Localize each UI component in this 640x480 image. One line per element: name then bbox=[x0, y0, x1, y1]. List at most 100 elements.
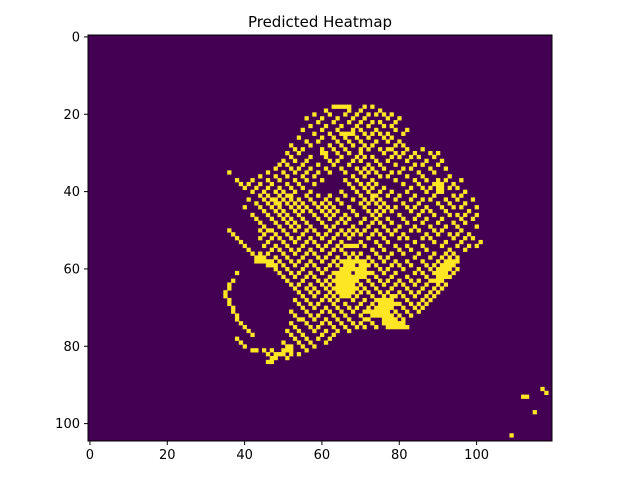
heatmap-cell bbox=[285, 201, 290, 206]
x-axis: 0 20 40 60 80 100 bbox=[86, 441, 489, 463]
heatmap-cell bbox=[296, 352, 302, 357]
heatmap-cell bbox=[300, 162, 305, 167]
heatmap-cell bbox=[289, 154, 294, 160]
heatmap-cell bbox=[370, 294, 375, 299]
heatmap-cell bbox=[227, 297, 232, 303]
heatmap-cell bbox=[277, 201, 282, 206]
heatmap-cell bbox=[405, 220, 410, 225]
heatmap-cell bbox=[339, 166, 344, 171]
heatmap-cell bbox=[327, 282, 332, 287]
heatmap-cell bbox=[289, 197, 294, 202]
heatmap-cell bbox=[339, 123, 344, 129]
x-tick-label: 100 bbox=[464, 448, 489, 463]
heatmap-cell bbox=[289, 270, 294, 276]
heatmap-cell bbox=[350, 290, 356, 295]
heatmap-cell bbox=[281, 348, 286, 353]
heatmap-cell bbox=[447, 274, 452, 279]
heatmap-cell bbox=[300, 294, 305, 299]
heatmap-cell bbox=[443, 274, 448, 279]
heatmap-cell bbox=[370, 282, 375, 287]
heatmap-cell bbox=[370, 197, 375, 202]
heatmap-cell bbox=[474, 212, 479, 218]
heatmap-cell bbox=[323, 154, 329, 160]
heatmap-cell bbox=[296, 282, 302, 287]
heatmap-cell bbox=[362, 309, 367, 314]
heatmap-cell bbox=[335, 270, 340, 276]
heatmap-cell bbox=[455, 185, 460, 191]
heatmap-cell bbox=[470, 236, 476, 241]
heatmap-cell bbox=[432, 239, 437, 245]
heatmap-cell bbox=[258, 259, 263, 264]
heatmap-cell bbox=[385, 325, 390, 330]
heatmap-cell bbox=[250, 178, 255, 183]
heatmap-cell bbox=[424, 294, 429, 299]
heatmap-cell bbox=[470, 197, 476, 202]
heatmap-cell bbox=[292, 209, 298, 214]
heatmap-cell bbox=[439, 243, 445, 249]
heatmap-cell bbox=[323, 205, 329, 210]
chart-title: Predicted Heatmap bbox=[248, 13, 392, 31]
heatmap-cell bbox=[358, 282, 363, 287]
heatmap-cell bbox=[258, 255, 263, 260]
heatmap-cell bbox=[478, 239, 483, 245]
heatmap-cell bbox=[447, 259, 452, 264]
heatmap-cell bbox=[370, 143, 375, 148]
heatmap-cell bbox=[331, 212, 336, 218]
heatmap-cell bbox=[304, 309, 309, 314]
heatmap-cell bbox=[401, 131, 406, 136]
heatmap-cell bbox=[292, 170, 298, 175]
heatmap-cell bbox=[362, 297, 367, 303]
heatmap-cell bbox=[362, 197, 367, 202]
heatmap-cell bbox=[463, 236, 468, 241]
heatmap-cell bbox=[285, 212, 290, 218]
heatmap-cell bbox=[366, 135, 371, 140]
heatmap-cell bbox=[408, 263, 414, 268]
heatmap-cell bbox=[447, 267, 452, 272]
heatmap-cell bbox=[412, 151, 418, 156]
heatmap-cell bbox=[238, 181, 244, 187]
heatmap-cell bbox=[524, 394, 530, 399]
heatmap-cell bbox=[281, 158, 286, 163]
heatmap-cell bbox=[436, 259, 441, 264]
heatmap-cell bbox=[227, 170, 232, 175]
heatmap-cell bbox=[397, 212, 402, 218]
heatmap-cell bbox=[331, 294, 336, 299]
heatmap-cell bbox=[393, 243, 398, 249]
heatmap-cell bbox=[347, 104, 352, 109]
heatmap-cell bbox=[269, 228, 274, 233]
heatmap-cell bbox=[285, 243, 290, 249]
heatmap-cell bbox=[335, 274, 340, 279]
heatmap-cell bbox=[258, 220, 263, 225]
heatmap-cell bbox=[358, 139, 363, 144]
heatmap-cell bbox=[304, 263, 309, 268]
heatmap-cell bbox=[262, 224, 267, 229]
heatmap-cell bbox=[424, 263, 429, 268]
heatmap-cell bbox=[385, 255, 390, 260]
heatmap-cell bbox=[420, 220, 425, 225]
heatmap-cell bbox=[366, 278, 371, 283]
heatmap-cell bbox=[300, 344, 305, 349]
heatmap-cell bbox=[339, 309, 344, 314]
heatmap-cell bbox=[292, 325, 298, 330]
heatmap-cell bbox=[347, 294, 352, 299]
heatmap-cell bbox=[358, 321, 363, 326]
heatmap-cell bbox=[378, 120, 383, 125]
heatmap-cell bbox=[312, 212, 317, 218]
heatmap-cell bbox=[432, 170, 437, 175]
heatmap-cell bbox=[343, 147, 348, 152]
heatmap-cell bbox=[308, 154, 313, 160]
heatmap-cell bbox=[362, 259, 367, 264]
heatmap-cell bbox=[451, 236, 456, 241]
heatmap-cell bbox=[393, 162, 398, 167]
heatmap-cell bbox=[378, 243, 383, 249]
heatmap-cell bbox=[436, 178, 441, 183]
heatmap-cell bbox=[428, 185, 433, 191]
heatmap-cell bbox=[289, 282, 294, 287]
heatmap-cell bbox=[320, 201, 325, 206]
heatmap-cell bbox=[316, 325, 321, 330]
heatmap-cell bbox=[312, 263, 317, 268]
heatmap-cell bbox=[381, 309, 387, 314]
heatmap-cell bbox=[439, 205, 445, 210]
heatmap-cell bbox=[339, 321, 344, 326]
heatmap-cell bbox=[389, 274, 394, 279]
